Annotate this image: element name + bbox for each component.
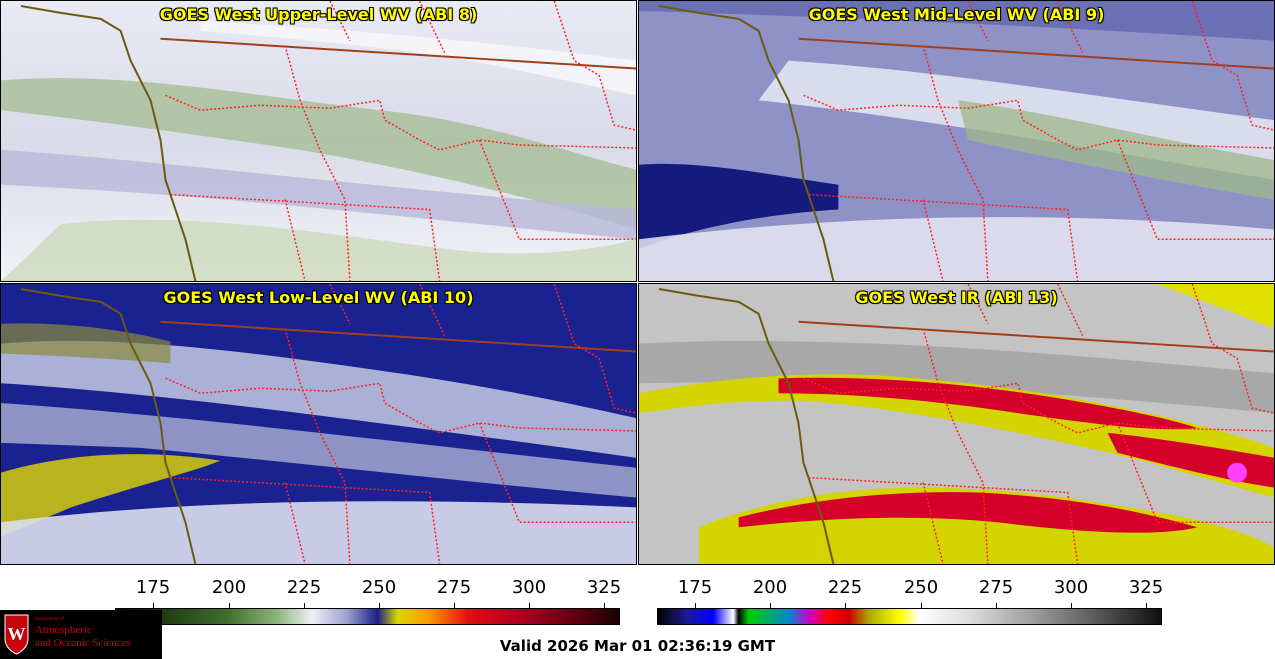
wv-tick-mark — [379, 603, 380, 608]
wv-tick-mark — [229, 603, 230, 608]
ir-tick-label: 225 — [827, 577, 863, 598]
wv-tick-mark — [529, 603, 530, 608]
ir-tick-label: 275 — [978, 577, 1014, 598]
upper-level-wv-image — [1, 1, 636, 281]
wv-tick-mark — [304, 603, 305, 608]
low-level-wv-image — [1, 284, 636, 564]
logo-line1: Atmospheric — [35, 624, 92, 636]
panel-title: GOES West Mid-Level WV (ABI 9) — [808, 5, 1105, 24]
uw-crest-icon: W — [4, 614, 29, 655]
ir-tick-label: 300 — [1053, 577, 1089, 598]
ir-tick-mark — [845, 603, 846, 608]
wv-tick-mark — [604, 603, 605, 608]
wv-tick-label: 250 — [361, 577, 397, 598]
ir-tick-mark — [996, 603, 997, 608]
wv-tick-label: 175 — [135, 577, 171, 598]
ir-tick-mark — [695, 603, 696, 608]
wv-tick-label: 275 — [436, 577, 472, 598]
logo-department: Department of — [35, 617, 65, 622]
panel-title: GOES West Low-Level WV (ABI 10) — [163, 288, 474, 307]
logo-line2: and Oceanic Sciences — [35, 637, 131, 649]
panel-title: GOES West Upper-Level WV (ABI 8) — [159, 5, 478, 24]
ir-colorbar — [657, 608, 1162, 625]
upper-level-wv-panel: GOES West Upper-Level WV (ABI 8) — [0, 0, 637, 282]
ir-tick-mark — [1146, 603, 1147, 608]
ir-tick-label: 200 — [752, 577, 788, 598]
wv-tick-mark — [153, 603, 154, 608]
crest-letter: W — [8, 624, 26, 644]
wv-tick-label: 300 — [511, 577, 547, 598]
ir-tick-mark — [1071, 603, 1072, 608]
wv-colorbar — [115, 608, 620, 625]
ir-tick-mark — [921, 603, 922, 608]
low-level-wv-panel: GOES West Low-Level WV (ABI 10) — [0, 283, 637, 565]
ir-tick-label: 325 — [1128, 577, 1164, 598]
wv-tick-mark — [454, 603, 455, 608]
valid-time: Valid 2026 Mar 01 02:36:19 GMT — [499, 637, 776, 655]
ir-panel: GOES West IR (ABI 13) — [638, 283, 1275, 565]
panel-title: GOES West IR (ABI 13) — [855, 288, 1058, 307]
wv-tick-label: 200 — [211, 577, 247, 598]
ir-tick-label: 175 — [677, 577, 713, 598]
ir-tick-label: 250 — [903, 577, 939, 598]
ir-image — [639, 284, 1274, 564]
wv-tick-label: 325 — [586, 577, 622, 598]
wv-tick-label: 225 — [286, 577, 322, 598]
mid-level-wv-image — [639, 1, 1274, 281]
mid-level-wv-panel: GOES West Mid-Level WV (ABI 9) — [638, 0, 1275, 282]
ir-tick-mark — [770, 603, 771, 608]
aos-logo: W Department of Atmospheric and Oceanic … — [0, 610, 162, 659]
